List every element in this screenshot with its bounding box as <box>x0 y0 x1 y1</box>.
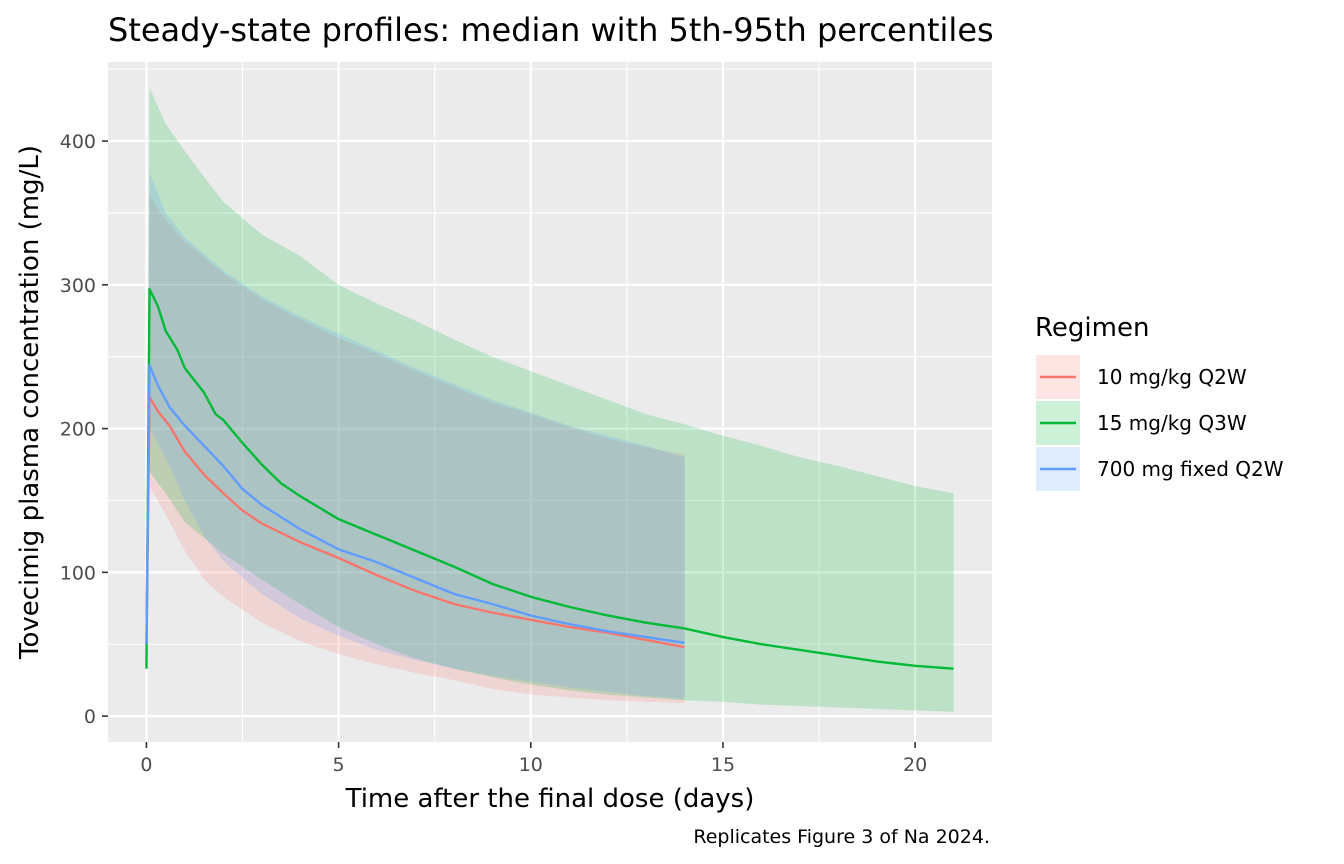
legend-title: Regimen <box>1035 313 1149 343</box>
median-line <box>145 395 685 649</box>
x-tick-label: 20 <box>903 754 927 776</box>
x-axis-title: Time after the final dose (days) <box>345 784 755 814</box>
median-lines <box>145 287 954 670</box>
y-tick-label: 100 <box>60 562 96 584</box>
y-axis: 0 100 200 300 400 <box>60 131 108 728</box>
legend-items: 10 mg/kg Q2W 15 mg/kg Q3W 700 mg fixed Q2W <box>1035 354 1284 492</box>
legend-label: 700 mg fixed Q2W <box>1097 457 1284 481</box>
percentile-bands <box>146 87 954 712</box>
x-tick-label: 5 <box>333 754 345 776</box>
legend-label: 10 mg/kg Q2W <box>1097 365 1247 389</box>
plot-panel <box>108 62 992 742</box>
chart-caption: Replicates Figure 3 of Na 2024. <box>693 826 990 848</box>
percentile-band <box>146 87 954 712</box>
y-tick-label: 0 <box>84 706 96 728</box>
median-line <box>145 287 954 670</box>
median-line <box>145 364 685 645</box>
percentile-band <box>146 195 685 704</box>
legend-item: 15 mg/kg Q3W <box>1035 400 1247 446</box>
legend-item: 700 mg fixed Q2W <box>1035 446 1284 492</box>
legend-label: 15 mg/kg Q3W <box>1097 411 1247 435</box>
y-tick-label: 200 <box>60 419 96 441</box>
percentile-band <box>146 172 685 699</box>
x-tick-label: 10 <box>519 754 543 776</box>
y-tick-label: 400 <box>60 131 96 153</box>
legend-item: 10 mg/kg Q2W <box>1035 354 1247 400</box>
y-axis-title: Tovecimig plasma concentration (mg/L) <box>15 145 45 660</box>
legend: Regimen 10 mg/kg Q2W 15 mg/kg Q3W 700 mg f… <box>1035 313 1284 492</box>
x-axis: 0 5 10 15 20 <box>140 742 927 776</box>
x-tick-label: 0 <box>140 754 152 776</box>
y-tick-label: 300 <box>60 275 96 297</box>
chart-title: Steady-state profiles: median with 5th-9… <box>108 11 994 49</box>
x-tick-label: 15 <box>711 754 735 776</box>
